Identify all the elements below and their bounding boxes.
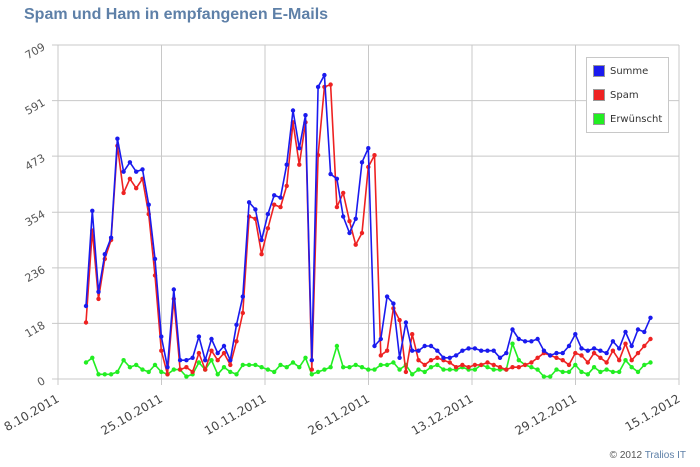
chart-legend: Summe Spam Erwünscht	[586, 57, 669, 133]
data-series	[83, 72, 653, 379]
y-tick-label: 473	[23, 152, 48, 174]
y-axis: 0 118 236 354 473 591 709	[23, 40, 48, 389]
y-tick-label: 354	[23, 208, 48, 230]
legend-item-erwuenscht[interactable]: Erwünscht	[593, 112, 662, 126]
legend-swatch-summe	[593, 65, 605, 77]
y-tick-label: 118	[23, 319, 48, 341]
grid-lines	[52, 44, 680, 385]
brand-link[interactable]: Tralios IT	[644, 450, 686, 461]
legend-label: Spam	[610, 89, 639, 101]
x-tick-label: 25.10.2011	[98, 391, 165, 437]
x-tick-label: 26.11.2011	[305, 391, 372, 437]
x-tick-label: 10.11.2011	[202, 391, 269, 437]
y-tick-label: 591	[23, 96, 48, 118]
copyright-notice: © 2012 Tralios IT	[610, 450, 686, 461]
legend-swatch-spam	[593, 89, 605, 101]
x-tick-label: 8.10.2011	[2, 391, 62, 434]
legend-label: Summe	[610, 65, 649, 77]
x-axis: 8.10.2011 25.10.2011 10.11.2011 26.11.2011 1…	[2, 391, 683, 437]
legend-item-spam[interactable]: Spam	[593, 88, 639, 102]
legend-swatch-erwuenscht	[593, 113, 605, 125]
legend-item-summe[interactable]: Summe	[593, 64, 648, 78]
legend-label: Erwünscht	[610, 113, 663, 125]
y-tick-label: 709	[23, 40, 48, 62]
x-tick-label: 13.12.2011	[409, 391, 476, 437]
series-summe	[83, 72, 653, 370]
y-tick-label: 0	[35, 374, 48, 389]
y-tick-label: 236	[23, 263, 48, 285]
copyright-text: © 2012	[609, 450, 643, 461]
x-tick-label: 29.12.2011	[512, 391, 579, 437]
x-tick-label: 15.1.2012	[623, 391, 683, 434]
chart-title: Spam und Ham in empfangenen E-Mails	[24, 6, 329, 23]
